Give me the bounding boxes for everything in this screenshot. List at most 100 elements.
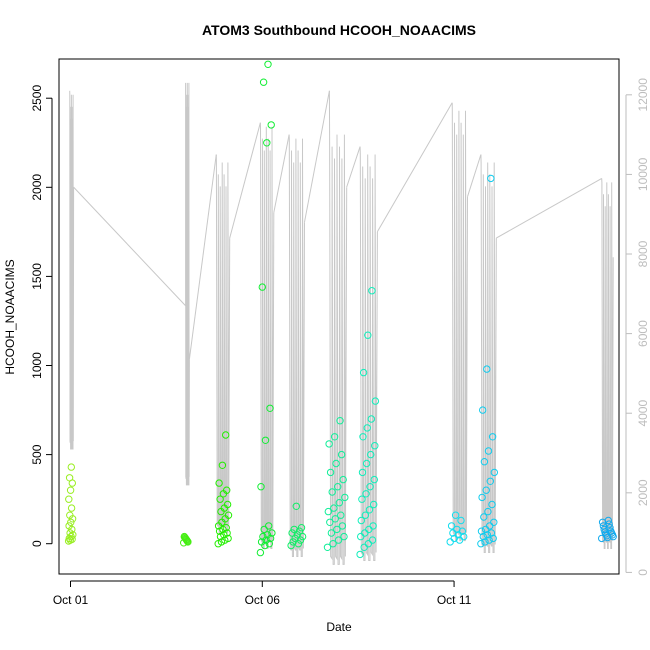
data-point (66, 529, 74, 537)
data-point (481, 538, 489, 546)
data-point (264, 60, 272, 69)
data-point (483, 531, 491, 539)
data-point (337, 511, 345, 519)
data-point (363, 424, 371, 432)
data-point (483, 365, 491, 373)
data-point (370, 500, 378, 509)
data-point (324, 507, 332, 516)
data-point (292, 502, 300, 510)
data-point (477, 540, 485, 548)
data-point (224, 511, 233, 519)
y-tick-label: 0 (30, 540, 44, 547)
data-point (480, 458, 489, 466)
data-point (260, 525, 268, 534)
data-point (487, 174, 495, 183)
altitude-trace (69, 82, 614, 565)
data-point (604, 516, 612, 525)
y-tick-label: 2000 (30, 174, 44, 201)
x-tick-label: Oct 11 (437, 593, 472, 607)
data-point (180, 532, 189, 541)
data-point (364, 540, 373, 548)
x-tick-label: Oct 01 (53, 593, 89, 607)
data-point (256, 548, 265, 557)
data-point (326, 468, 335, 477)
data-point (259, 532, 267, 541)
data-point (297, 524, 306, 532)
data-point (65, 495, 73, 503)
data-point (67, 504, 76, 512)
data-point (479, 532, 487, 541)
altitude-transit-line (273, 134, 290, 213)
data-point (366, 483, 374, 491)
data-point (66, 511, 74, 519)
data-point (341, 493, 349, 502)
altitude-flight-line (215, 154, 231, 534)
data-point (331, 515, 339, 523)
data-point (487, 529, 496, 537)
data-point (327, 529, 336, 537)
data-point (223, 529, 231, 537)
altitude-flight-line (480, 154, 497, 553)
data-point (333, 525, 341, 534)
altitude-transit-line (376, 102, 453, 232)
data-point (222, 431, 230, 439)
data-point (371, 442, 379, 450)
data-point (65, 474, 74, 482)
data-point (484, 507, 492, 516)
x-axis-label: Date (326, 620, 352, 634)
data-point (359, 433, 367, 441)
y2-tick-label: 2000 (636, 479, 650, 506)
data-point (338, 522, 347, 530)
data-point (360, 543, 368, 551)
data-point (218, 461, 227, 469)
altitude-transit-line (346, 146, 361, 188)
data-point (288, 529, 296, 537)
data-point (607, 527, 615, 535)
data-point (257, 483, 265, 491)
data-point (215, 479, 223, 487)
data-point (216, 495, 224, 503)
data-point (371, 397, 380, 405)
data-point (356, 550, 364, 559)
data-point (326, 518, 334, 526)
data-point (323, 543, 332, 551)
data-point (488, 500, 496, 509)
plot-area-frame (58, 58, 620, 575)
data-point (328, 488, 336, 496)
x-tick-label: Oct 06 (245, 593, 281, 607)
y-tick-label: 500 (30, 444, 44, 464)
data-point (358, 468, 367, 477)
data-point (365, 506, 374, 514)
y2-tick-label: 6000 (636, 320, 650, 347)
data-point (370, 475, 378, 484)
data-point (357, 516, 365, 525)
data-point (266, 404, 274, 412)
data-point (66, 486, 75, 494)
data-point (361, 511, 370, 519)
data-point (458, 527, 466, 535)
data-point (223, 500, 232, 509)
data-point (605, 520, 613, 528)
data-point (265, 522, 273, 530)
y2-tick-label: 10000 (636, 157, 650, 191)
data-point (368, 536, 377, 544)
data-point (340, 532, 348, 541)
data-point (332, 459, 340, 468)
altitude-transit-line (467, 154, 482, 197)
altitude-flight-line (601, 178, 614, 549)
data-point (339, 475, 347, 484)
data-point (261, 436, 270, 444)
data-point (606, 524, 614, 532)
data-point (460, 532, 468, 541)
data-point (367, 415, 375, 423)
data-point (451, 511, 460, 519)
y-tick-label: 1000 (30, 352, 44, 379)
axes: 0 500 1000 1500 2000 2500 0 2000 4000 6000 8000 100… (30, 78, 650, 607)
data-point (485, 536, 493, 544)
data-point (489, 534, 497, 543)
data-point (486, 522, 494, 530)
data-point (490, 468, 498, 477)
data-point (337, 450, 346, 459)
data-point (367, 450, 375, 459)
